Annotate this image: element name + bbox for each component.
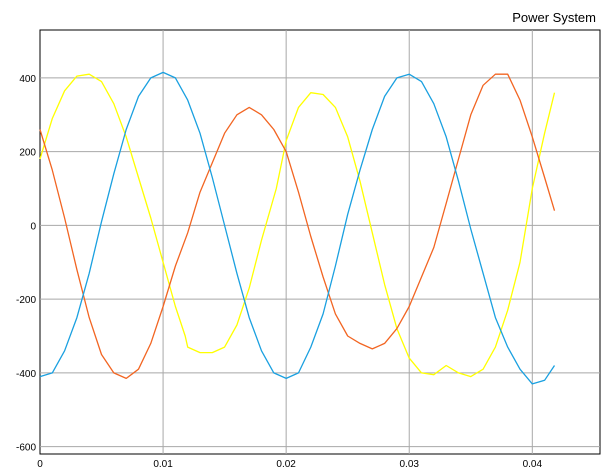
y-tick-label: 200	[19, 148, 36, 159]
y-tick-labels: 400 200 0 -200 -400 -600	[16, 74, 36, 454]
x-tick-label: 0.03	[399, 459, 419, 468]
y-tick-label: -600	[16, 443, 36, 454]
x-tick-label: 0	[37, 459, 43, 468]
y-tick-label: 400	[19, 74, 36, 85]
chart-title: Power System	[512, 10, 596, 25]
series-line-1	[39, 73, 556, 378]
x-tick-label: 0.01	[153, 459, 173, 468]
series-line-2	[39, 73, 556, 380]
y-tick-label: -200	[16, 295, 36, 306]
series-layer	[39, 71, 556, 385]
y-tick-label: 0	[30, 221, 36, 232]
series-line-3	[39, 71, 556, 385]
x-tick-label: 0.02	[276, 459, 296, 468]
x-tick-label: 0.04	[523, 459, 543, 468]
y-tick-label: -400	[16, 369, 36, 380]
grid-lines	[40, 30, 600, 454]
x-tick-labels: 0 0.01 0.02 0.03 0.04	[37, 459, 542, 468]
plot-area	[39, 29, 601, 455]
